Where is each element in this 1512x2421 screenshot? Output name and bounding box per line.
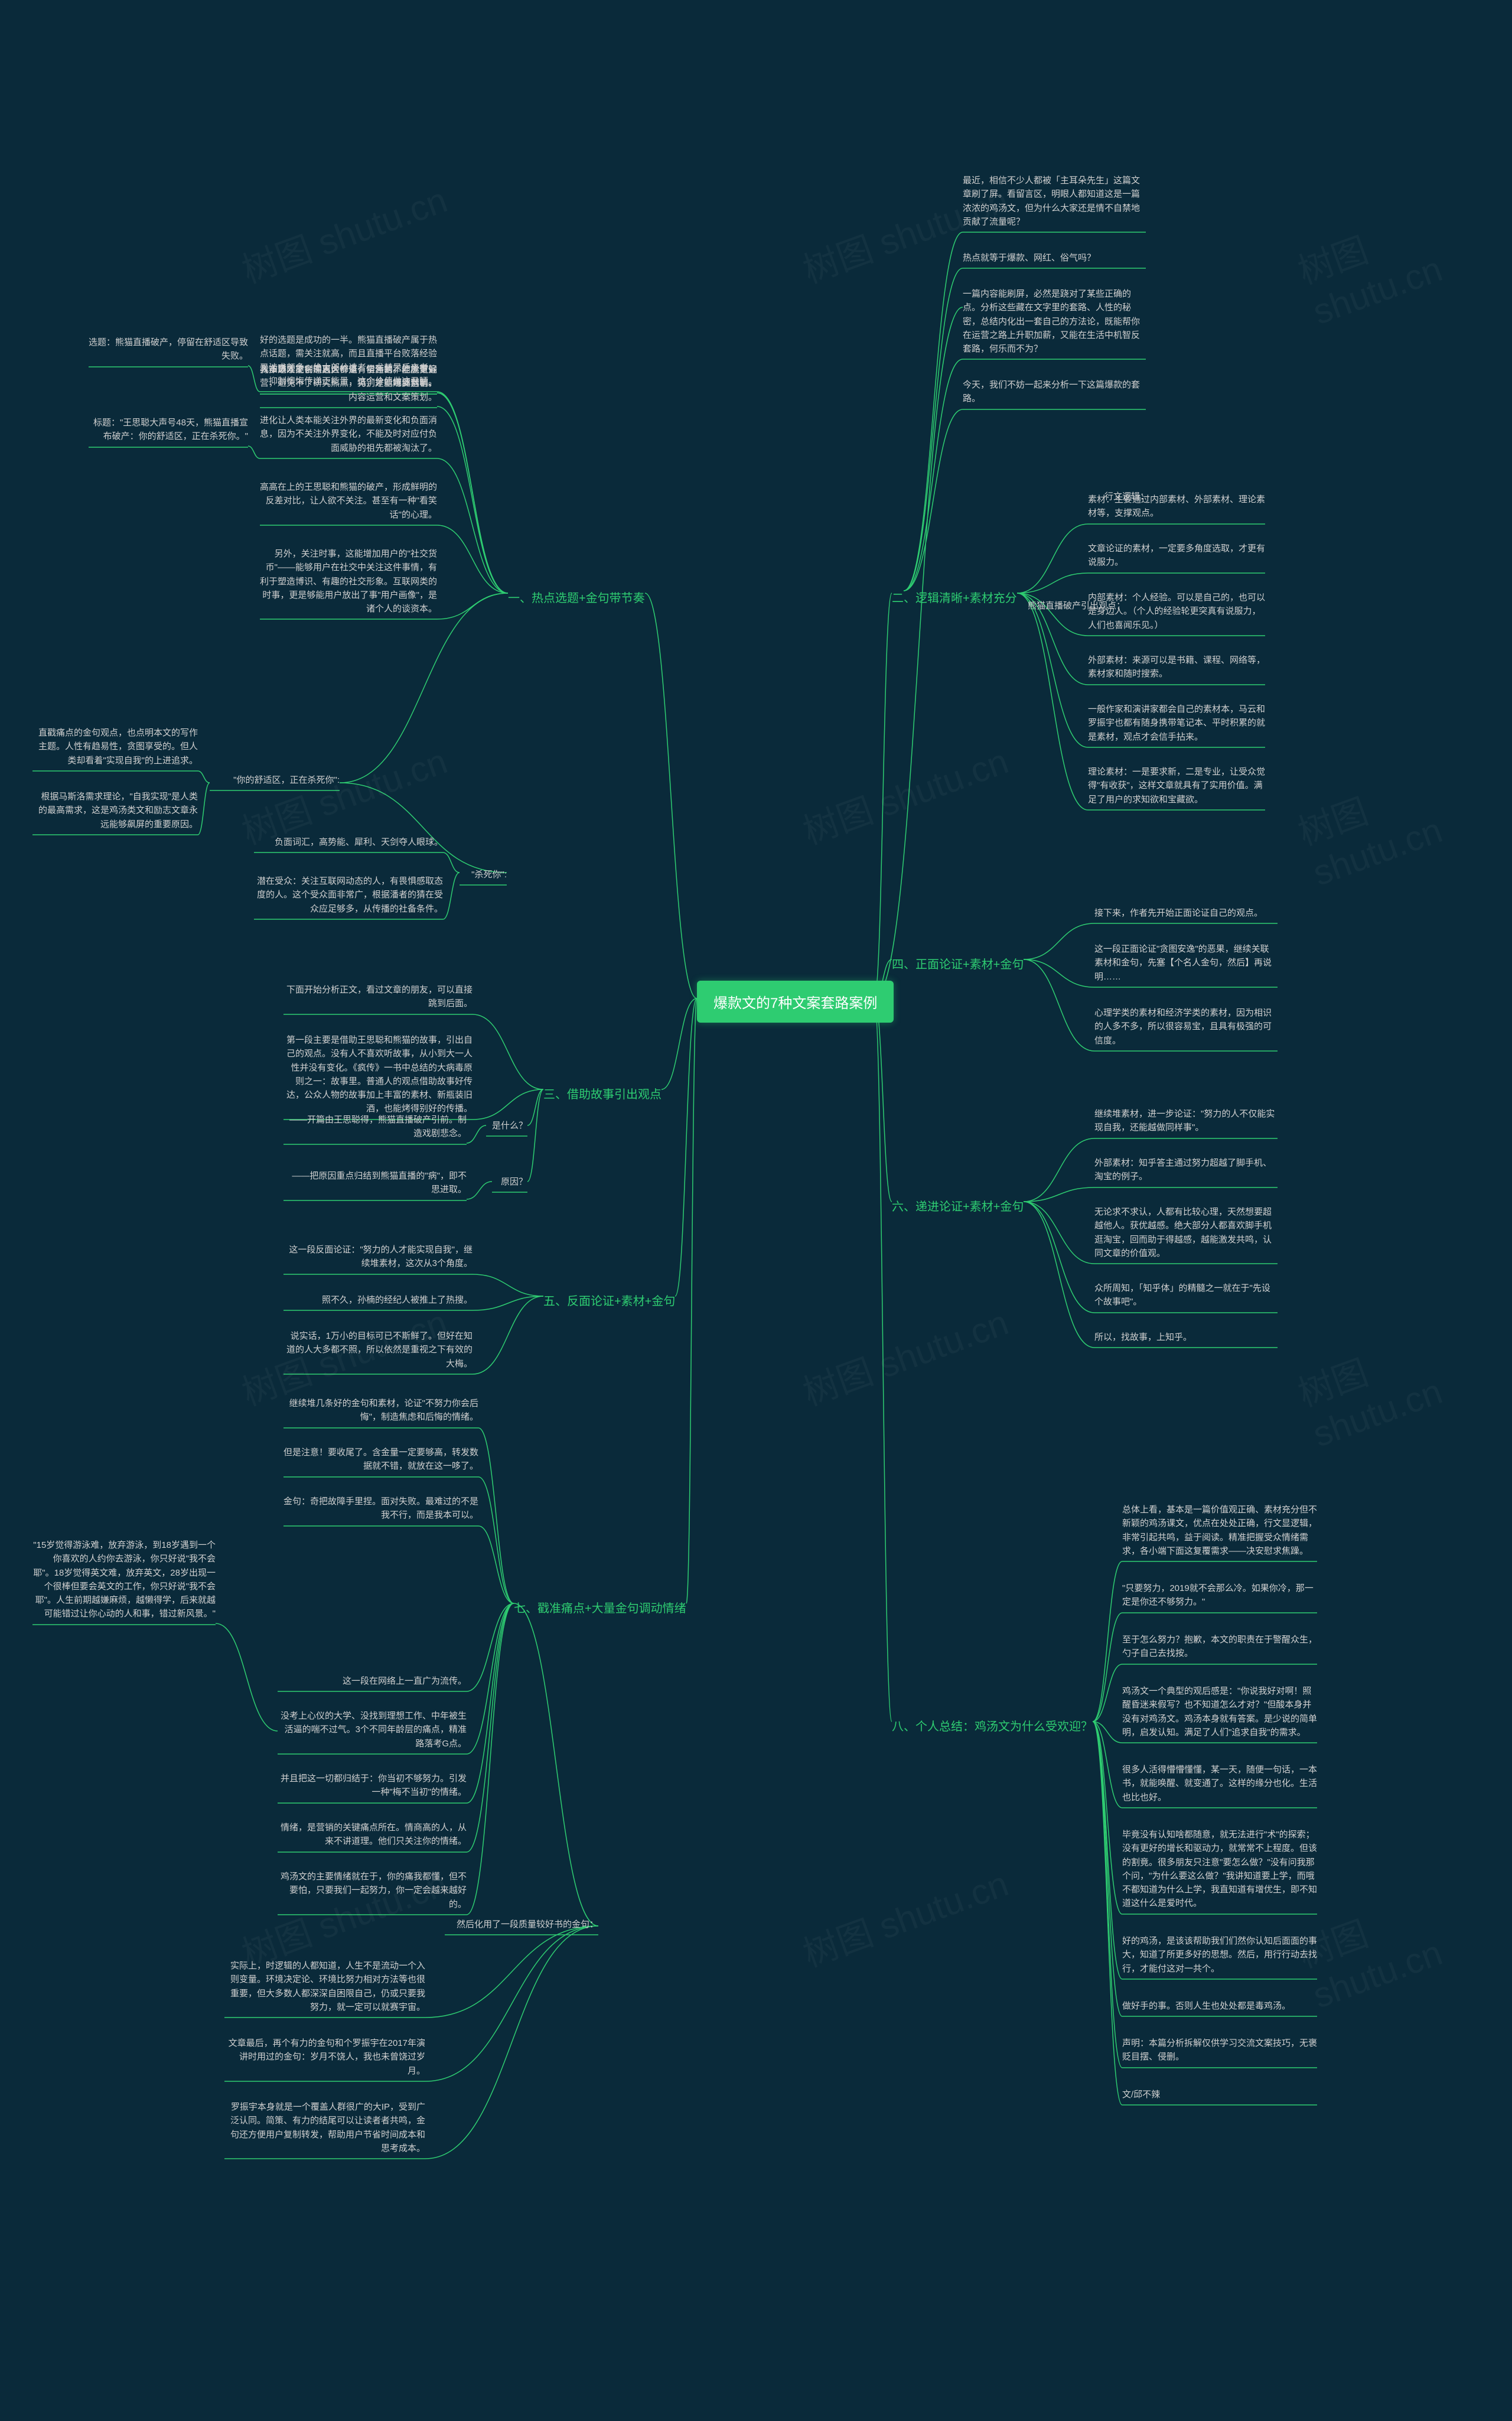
leaf-label: 选题：熊猫直播破产，停留在舒适区导致失败。 [89,333,248,366]
b7-intro: 金句：奇把故障手里捏。面对失败。最难过的不是我不行，而是我本可以。 [284,1492,478,1525]
b8-leaf: 好的鸡汤，是该该帮助我们们然你认知后面面的事大，知道了所更多好的思想。然后，用行… [1122,1932,1317,1978]
branch-leaf: 照不久，孙楠的经纪人被推上了热搜。 [284,1291,472,1309]
golden-title: "你的舒适区，正在杀死你": [210,771,340,789]
branch-title: 八、个人总结：鸡汤文为什么受欢迎？ [892,1713,1093,1737]
b8-leaf: 总体上看，基本是一篇价值观正确、素材充分但不新颖的鸡汤课文，优点在处处正确，行文… [1122,1501,1317,1560]
branch-leaf: 好的选题是成功的一半。熊猫直播破产属于热点话题，需关注就高，而且直播平台败落经验… [260,331,437,391]
branch-leaf: 所以，找故事，上知乎。 [1094,1328,1278,1346]
b8-leaf: 做好手的事。否则人生也处处都是毒鸡汤。 [1122,1997,1317,2015]
b7-poem: "15岁觉得游泳难，放弃游泳，到18岁遇到一个你喜欢的人约你去游泳，你只好说"我… [32,1536,216,1623]
branch-leaf: 另外，关注时事，这能增加用户的"社交货币"——能够用户在社交中关注这件事情，有利… [260,545,437,618]
intro-text: 一篇内容能刷屏，必然是跷对了某些正确的点。分析这些藏在文字里的套路、人性的秘密，… [963,285,1146,358]
g7-leaf: 实际上，时逻辑的人都知道，人生不是流动一个入则变量。环境决定论、环境比努力相对方… [224,1957,425,2016]
branch-leaf: 无论求不求认，人都有比较心理，天然想要超越他人。获优越感。绝大部分人都喜欢脚手机… [1094,1203,1278,1262]
b7-leaf: 并且把这一切都归结于：你当初不够努力。引发一种"梅不当初"的情绪。 [278,1769,467,1802]
branch-title: 六、递进论证+素材+金句 [892,1193,1024,1218]
golden-leaf: 根据马斯洛需求理论，"自我实现"是人类的最高需求，这是鸡汤类文和励志文章永远能够… [32,788,198,834]
b7-leaf: 情绪，是营销的关键痛点所在。情商高的人，从来不讲道理。他们只关注你的情绪。 [278,1818,467,1851]
branch-title: 一、热点选题+金句带节奏 [508,585,645,609]
branch-leaf: 下面开始分析正文，看过文章的朋友，可以直接跳到后面。 [284,981,472,1013]
intro-text: 最近，相信不少人都被「主耳朵先生」这篇文章刷了屏。看留言区，明眼人都知道这是一篇… [963,171,1146,231]
leaf-label: 标题："王思聪大声号48天，熊猫直播宣布破产：你的舒适区，正在杀死你。" [89,414,248,446]
branch-title: 四、正面论证+素材+金句 [892,951,1024,975]
root-node: 爆款文的7种文案套路案例 [697,981,894,1023]
intro-text: 今天，我们不妨一起来分析一下这篇爆款的套路。 [963,376,1146,408]
branch-leaf: 理论素材：一是要求新，二是专业，让受众觉得"有收获"，这样文章就具有了实用价值。… [1088,763,1265,809]
branch-leaf: 这一段反面论证："努力的人才能实现自我"，继续堆素材，这次从3个角度。 [284,1241,472,1273]
branch-title: 七、戳准痛点+大量金句调动情绪 [514,1595,686,1619]
g7-leaf: 文章最后，再个有力的金句和个罗振宇在2017年演讲时用过的金句：岁月不饶人，我也… [224,2034,425,2080]
branch-leaf: 文章论证的素材，一定要多角度选取，才更有说服力。 [1088,539,1265,572]
branch-leaf: 心理学类的素材和经济学类的素材，因为相识的人多不多，所以很容易宝，且具有极强的可… [1094,1004,1278,1050]
b8-leaf: 毕竟没有认知啥都随意，就无法进行"术"的探索；没有更好的增长和驱动力，就常常不上… [1122,1825,1317,1913]
golden-sub-leaf: 负面词汇，高势能、犀利、天剑夺人眼球。 [254,833,443,851]
q-label: 是什么？ [486,1117,527,1135]
branch-leaf: 进化让人类本能关注外界的最新变化和负面消息，因为不关注外界变化，不能及时对应付负… [260,411,437,457]
q-label: 原因？ [492,1173,527,1191]
b7-intro: 继续堆几条好的金句和素材，论证"不努力你会后悔"，制造焦虑和后悔的情绪。 [284,1394,478,1427]
branch-title: 二、逻辑清晰+素材充分 [892,585,1017,609]
b8-leaf: 至于怎么努力？抱歉，本文的职责在于警醒众生，勺子自己去找按。 [1122,1631,1317,1663]
sub-label: 熊猫直播破产引出观点： [1028,597,1134,615]
b8-leaf: 很多人活得懵懵懂懂，某一天，随便一句话，一本书，就能唤醒、就变通了。这样的缘分也… [1122,1761,1317,1807]
sub-label: 行文逻辑： [1104,487,1175,506]
q-answer: ——把原因重点归结到熊猫直播的"病"，即不思进取。 [284,1167,467,1199]
branch-leaf: 众所周知，「知乎体」的精髓之一就在于"先设个故事吧"。 [1094,1279,1278,1312]
golden-sub: "杀死你": [460,865,507,884]
intro-text: 热点就等于爆款、网红、俗气吗？ [963,249,1146,267]
branch-title: 五、反面论证+素材+金句 [543,1288,675,1312]
branch-title: 三、借助故事引出观点 [543,1081,662,1105]
q-answer: ——开篇由王思聪得，熊猫直播破产引前。制造戏剧悲念。 [284,1111,467,1143]
branch-leaf: 高高在上的王思聪和熊猫的破产，形成鲜明的反差对比，让人欲不关注。甚至有一种"看笑… [260,478,437,524]
branch-leaf: 这一段正面论证"贪图安逸"的恶果，继续关联素材和金句，先塞【个名人金句，然后】再… [1094,940,1278,986]
b7-intro: 但是注意！要收尾了。含金量一定要够高，转发数据就不错，就放在这一哆了。 [284,1443,478,1476]
b8-leaf: 声明：本篇分析拆解仅供学习交流文案技巧，无褒贬目摆、侵删。 [1122,2034,1317,2067]
branch-leaf: 第一段主要是借助王思聪和熊猫的故事，引出自己的观点。没有人不喜欢听故事，从小到大… [284,1031,472,1118]
golden-sub-leaf: 潜在受众：关注互联网动态的人，有畏惧感取态度的人。这个受众面非常广，根据潘者的猜… [254,872,443,918]
branch-leaf: 接下来，作者先开始正面论证自己的观点。 [1094,904,1278,922]
branch-leaf: 外部素材：知乎答主通过努力超越了脚手机、淘宝的例子。 [1094,1154,1278,1186]
b7-leaf: 这一段在网络上一直广为流传。 [278,1672,467,1690]
branch-leaf: 继续堆素材，进一步论证："努力的人不仅能实现自我，还能越做同样事"。 [1094,1105,1278,1137]
branch-leaf: 一般作家和演讲家都会自己的素材本，马云和罗振宇也都有随身携带笔记本、平时积累的就… [1088,700,1265,746]
b8-leaf: "只要努力，2019就不会那么冷。如果你冷，那一定是你还不够努力。" [1122,1579,1317,1612]
branch-leaf: 说实话，1万小的目标可已不斯鲜了。但好在知道的人大多都不照，所以依然是重视之下有… [284,1327,472,1373]
branch-leaf: 外部素材：来源可以是书籍、课程、网络等，素材家和随时搜索。 [1088,651,1265,684]
golden-leaf: 直戳痛点的金句观点，也点明本文的写作主题。人性有趋易性，贪图享受的。但人类却看着… [32,724,198,770]
b8-leaf: 文/邱不辣 [1122,2085,1317,2104]
g7-leaf: 罗振宇本身就是一个覆盖人群很广的大IP，受到广泛认同。简策、有力的结尾可以让读者… [224,2098,425,2158]
g7-title: 然后化用了一段质量较好书的金句： [445,1915,598,1934]
b7-leaf: 鸡汤文的主要情绪就在于，你的痛我都懂，但不要怕，只要我们一起努力，你一定会越来越… [278,1867,467,1914]
b7-leaf: 没考上心仪的大学、没找到理想工作、中年被生活逼的喘不过气。3个不同年龄层的痛点，… [278,1707,467,1753]
b8-leaf: 鸡汤文一个典型的观后感是："你说我好对啊！照醒昏迷来假写？也不知道怎么才对？"但… [1122,1682,1317,1742]
